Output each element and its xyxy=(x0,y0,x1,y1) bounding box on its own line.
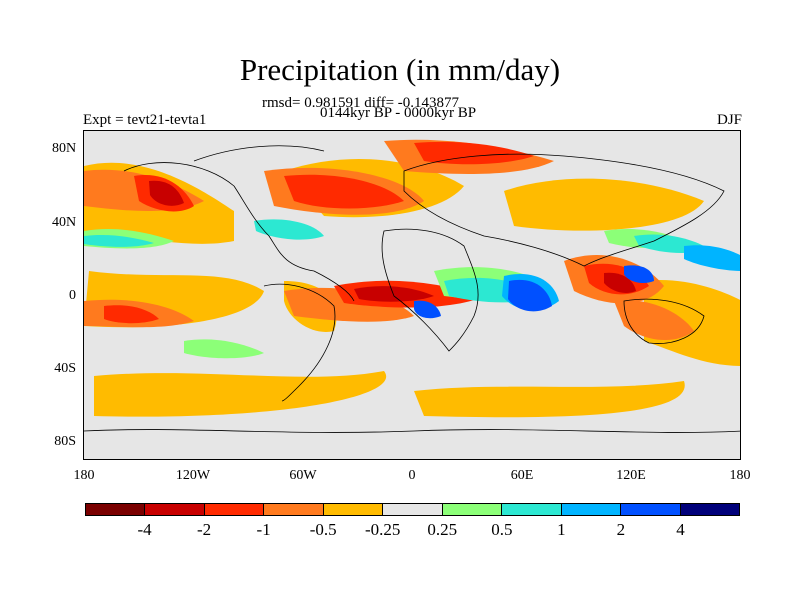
colorbar-segment xyxy=(502,504,562,515)
colorbar-segment xyxy=(442,504,503,515)
colorbar-label: 1 xyxy=(557,520,566,539)
x-tick-label: 60W xyxy=(289,468,317,483)
colorbar-label: -0.5 xyxy=(309,520,337,539)
y-tick-label: 40S xyxy=(54,361,76,376)
colorbar-segment xyxy=(680,504,739,515)
chart-title: Precipitation (in mm/day) xyxy=(239,52,561,87)
y-tick-label: 80S xyxy=(54,434,76,449)
colorbar-label: 0.5 xyxy=(491,520,513,539)
precipitation-map xyxy=(83,130,741,460)
colorbar-segment xyxy=(145,504,205,515)
anomaly-very-strong-positive xyxy=(414,265,654,319)
colorbar-segment xyxy=(621,504,681,515)
colorbar xyxy=(85,503,740,516)
colorbar-segment xyxy=(323,504,384,515)
colorbar-label: -2 xyxy=(196,520,212,539)
stats-text: rmsd= 0.981591 diff= -0.143877 xyxy=(262,95,460,111)
x-tick-label: 180 xyxy=(729,468,751,483)
colorbar-segment xyxy=(86,504,146,515)
anomaly-extreme-negative xyxy=(149,180,636,302)
colorbar-segment xyxy=(383,504,443,515)
colorbar-label: -4 xyxy=(137,520,152,539)
colorbar-label: -0.25 xyxy=(365,520,401,539)
x-tick-label: 120W xyxy=(175,468,211,483)
colorbar-label: 2 xyxy=(616,520,626,539)
colorbar-label: -1 xyxy=(256,520,271,539)
experiment-label: Expt = tevt21-tevta1 xyxy=(83,112,207,128)
coastlines xyxy=(84,145,740,433)
x-tick-label: 60E xyxy=(510,468,534,483)
season-label: DJF xyxy=(716,112,742,128)
y-tick-label: 40N xyxy=(52,215,77,230)
x-tick-label: 0 xyxy=(408,468,416,483)
colorbar-segment xyxy=(561,504,622,515)
colorbar-label: 0.25 xyxy=(427,520,458,539)
period-text: 0144kyr BP - 0000kyr BP xyxy=(320,105,477,121)
x-tick-label: 120E xyxy=(616,468,646,483)
colorbar-segment xyxy=(264,504,324,515)
colorbar-segment xyxy=(204,504,265,515)
y-tick-label: 0 xyxy=(69,288,76,303)
y-tick-label: 80N xyxy=(52,141,77,156)
map-canvas xyxy=(84,139,740,433)
x-tick-label: 180 xyxy=(73,468,95,483)
colorbar-label: 4 xyxy=(676,520,685,539)
